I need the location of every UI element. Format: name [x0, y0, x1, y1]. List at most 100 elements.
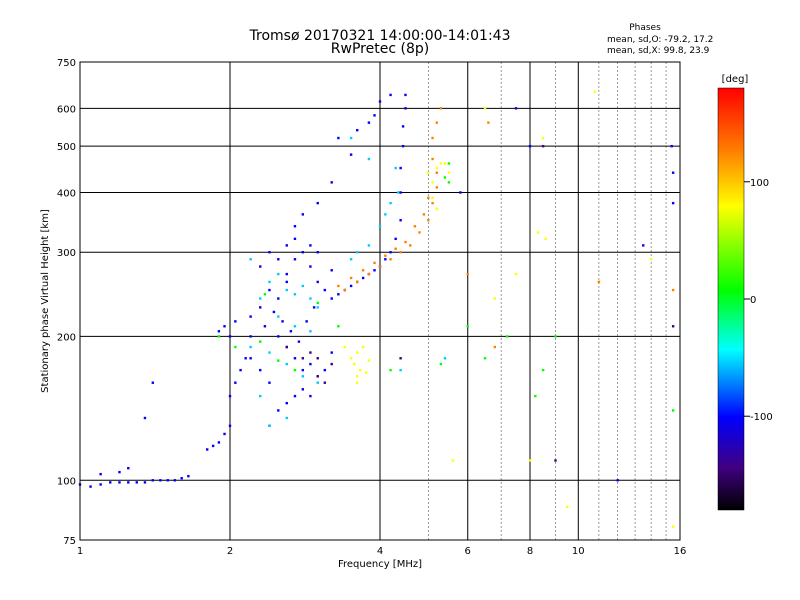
data-point: [285, 362, 288, 366]
data-point: [373, 269, 376, 272]
data-point: [431, 136, 434, 140]
data-point: [301, 251, 305, 254]
data-point: [309, 362, 312, 366]
data-point: [528, 144, 532, 148]
data-point: [378, 100, 382, 103]
data-point: [389, 251, 392, 254]
data-point: [597, 280, 601, 284]
data-point: [285, 288, 288, 292]
data-point: [443, 176, 447, 179]
data-point: [249, 315, 252, 318]
y-axis-label: Stationary phase Virtual Height [km]: [40, 209, 51, 393]
data-point: [349, 357, 353, 360]
data-point: [427, 196, 430, 199]
x-axis-label: Frequency [MHz]: [338, 559, 422, 570]
data-point: [316, 301, 319, 305]
data-point: [355, 128, 359, 132]
data-point: [211, 444, 215, 448]
data-point: [431, 196, 434, 199]
data-point: [301, 388, 305, 391]
data-point: [293, 258, 297, 261]
data-point: [323, 381, 327, 384]
data-point: [409, 244, 412, 247]
data-point: [367, 121, 371, 124]
data-point: [330, 181, 333, 184]
data-point: [565, 505, 569, 509]
data-point: [358, 368, 362, 372]
data-point: [301, 375, 305, 378]
data-point: [337, 284, 340, 288]
data-point: [355, 280, 359, 284]
data-point: [309, 265, 312, 268]
data-point: [249, 345, 252, 349]
data-point: [293, 237, 297, 241]
data-point: [343, 288, 347, 292]
data-point: [249, 258, 252, 261]
data-point: [135, 481, 138, 484]
data-point: [263, 325, 267, 328]
data-point: [554, 335, 557, 338]
data-point: [316, 306, 319, 309]
chart-title: Tromsø 20170321 14:00:00-14:01:43: [249, 28, 511, 44]
x-tick-label: 4: [377, 546, 383, 557]
data-point: [151, 479, 155, 482]
data-point: [301, 284, 305, 288]
data-point: [277, 335, 280, 338]
data-point: [616, 479, 619, 482]
data-point: [399, 368, 402, 372]
data-point: [373, 114, 376, 117]
data-point: [384, 213, 387, 216]
data-point: [399, 166, 402, 170]
data-point: [293, 394, 297, 398]
data-point: [389, 258, 392, 261]
data-point: [89, 485, 92, 488]
data-point: [544, 237, 547, 241]
data-point: [447, 181, 451, 184]
data-point: [228, 335, 232, 338]
data-point: [671, 201, 675, 205]
data-point: [435, 207, 438, 210]
data-point: [361, 276, 365, 280]
colorbar-tick-label: 0: [750, 295, 756, 306]
data-point: [378, 265, 382, 268]
data-point: [671, 325, 675, 328]
data-point: [541, 136, 545, 140]
data-point: [431, 181, 434, 184]
data-point: [431, 201, 434, 205]
data-point: [293, 293, 297, 296]
data-point: [323, 288, 327, 292]
colorbar-ticks: 100 0 -100: [744, 178, 773, 423]
data-point: [285, 244, 288, 247]
data-point: [293, 325, 297, 328]
data-point: [427, 219, 430, 222]
data-point: [514, 272, 518, 276]
data-point: [305, 320, 308, 323]
data-point: [316, 201, 319, 205]
phases-mean-o: mean, sd,O: -79.2, 17.2: [607, 35, 713, 45]
data-point: [447, 162, 451, 165]
data-point: [399, 251, 402, 254]
data-point: [367, 244, 371, 247]
data-point: [277, 409, 280, 412]
grid-lines: [79, 61, 681, 541]
data-point: [187, 474, 190, 478]
data-point: [316, 280, 319, 284]
data-point: [435, 121, 438, 124]
data-point: [459, 191, 462, 194]
data-point: [217, 330, 221, 333]
data-point: [355, 351, 359, 354]
data-point: [671, 171, 675, 174]
data-point: [384, 254, 387, 257]
data-point: [268, 280, 271, 284]
data-point: [451, 459, 455, 462]
data-point: [228, 394, 232, 398]
data-point: [234, 345, 237, 349]
data-point: [293, 368, 297, 372]
data-point: [277, 272, 280, 276]
data-point: [143, 416, 147, 420]
data-point: [268, 381, 271, 384]
data-point: [309, 351, 312, 354]
x-tick-label: 8: [527, 546, 533, 557]
data-point: [323, 368, 327, 372]
